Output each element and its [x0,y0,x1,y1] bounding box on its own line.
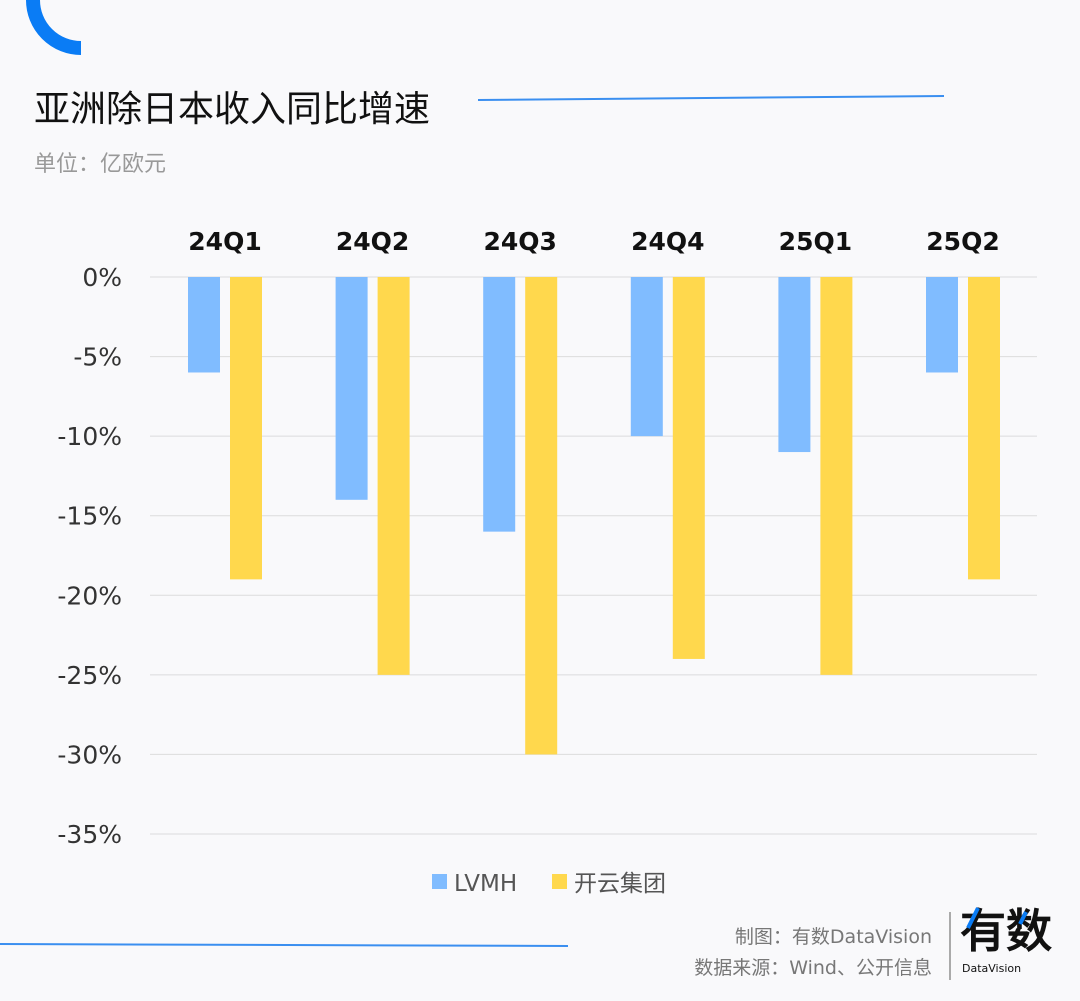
unit-label: 单位：亿欧元 [34,152,167,177]
bar-lvmh [630,277,663,437]
legend-swatch [552,874,567,889]
y-tick-label: -20% [57,581,122,610]
bar-lvmh [926,277,958,373]
category-label: 25Q2 [926,227,999,256]
logo: 有数 DataVision [960,904,1070,984]
legend-label: 开云集团 [574,871,666,897]
bar-lvmh [778,277,811,453]
category-label: 24Q3 [483,227,556,256]
source-text: 数据来源：Wind、公开信息 [694,957,932,979]
y-tick-label: -25% [57,661,122,690]
y-tick-label: -10% [57,422,122,451]
legend-label: LVMH [454,871,517,897]
y-tick-label: -15% [57,502,122,531]
category-label: 24Q2 [336,227,409,256]
bar-kering [968,277,1000,580]
bar-chart: 0% -5% -10% -15% -20% -25% -30% -35% 24Q1 24Q2 24Q… [57,227,1037,897]
y-tick-label: -5% [73,343,122,372]
bar-lvmh [188,277,220,373]
bar-kering [377,277,410,675]
bar-lvmh [335,277,368,500]
category-label: 24Q4 [631,227,704,256]
logo-accent-strokes [966,907,1028,929]
logo-divider [949,912,951,980]
bar-kering [820,277,853,675]
made-by-text: 制图：有数DataVision [734,926,932,948]
bar-kering [230,277,262,580]
category-label: 24Q1 [188,227,261,256]
chart-title: 亚洲除日本收入同比增速 [34,89,431,130]
bar-kering [672,277,705,659]
y-tick-label: -35% [57,820,122,849]
credits: 制图：有数DataVision 数据来源：Wind、公开信息 [694,922,932,984]
y-tick-label: 0% [82,263,122,292]
y-tick-label: -30% [57,740,122,769]
bar-kering [525,277,558,755]
legend-swatch [432,874,447,889]
category-label: 25Q1 [779,227,852,256]
logo-subtext: DataVision [962,962,1022,975]
bar-lvmh [483,277,516,532]
corner-arc-decoration [26,0,82,55]
